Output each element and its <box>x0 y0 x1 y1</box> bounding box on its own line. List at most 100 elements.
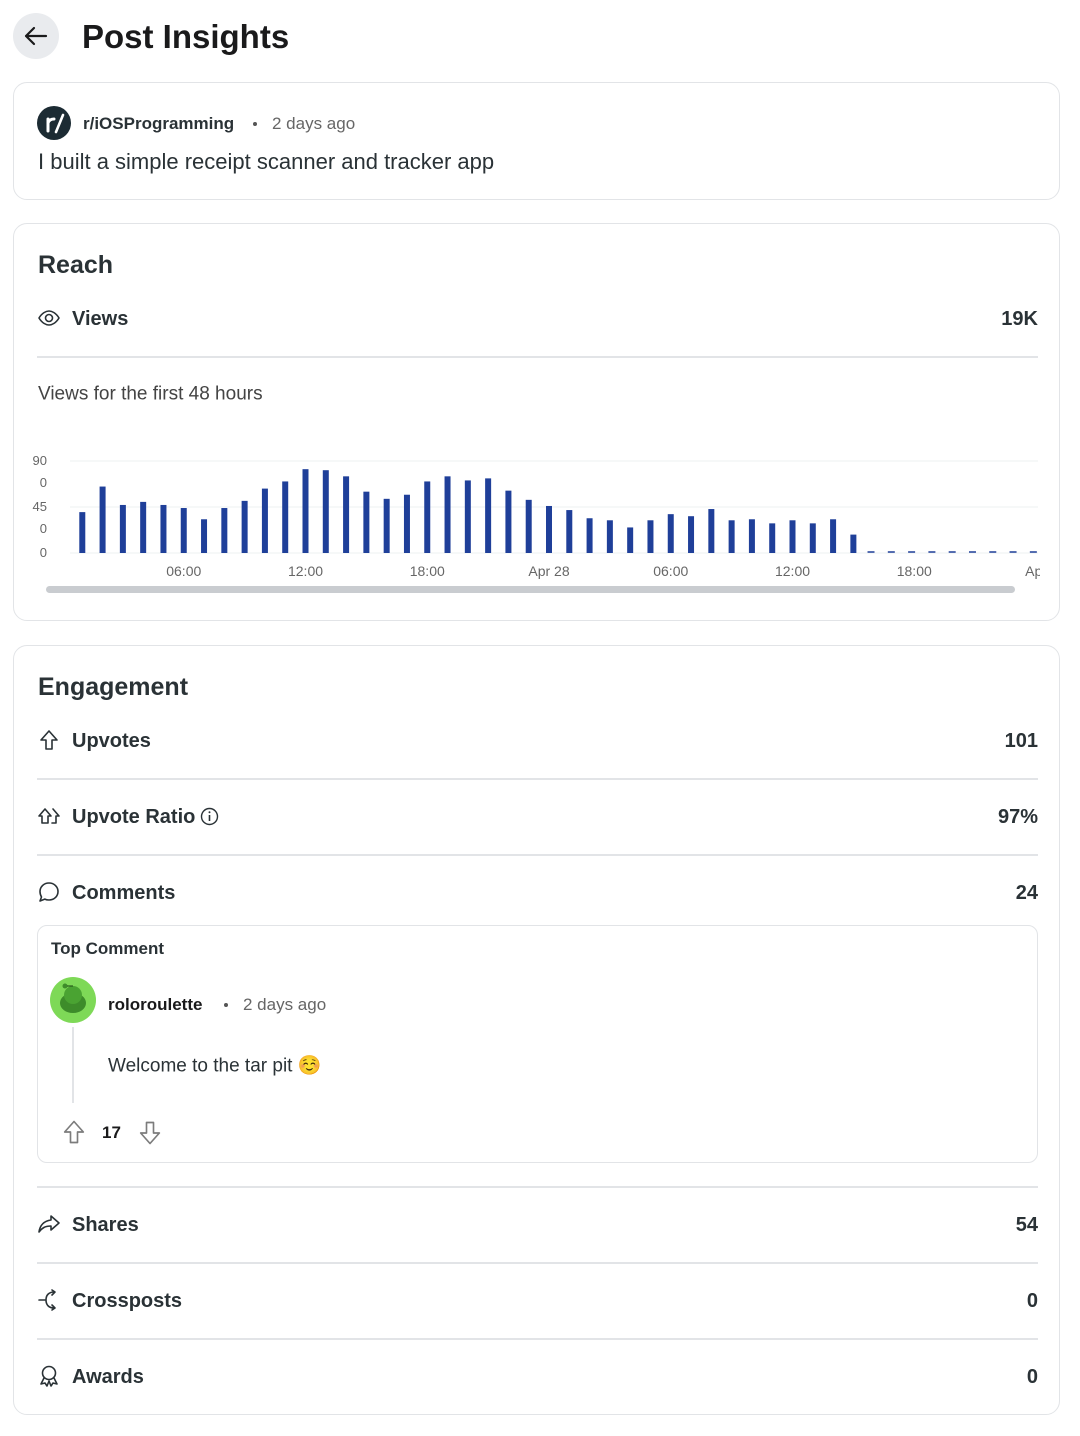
x-tick-label: 06:00 <box>653 563 689 579</box>
bar <box>850 534 857 553</box>
post-card[interactable] <box>13 82 1060 200</box>
x-tick-label: Apr 28 <box>528 563 570 579</box>
x-tick-label: 18:00 <box>896 563 932 579</box>
bar <box>221 508 228 553</box>
bar <box>180 508 187 553</box>
bar <box>261 488 268 553</box>
comment-upvote[interactable] <box>60 1118 88 1146</box>
bar <box>769 523 776 553</box>
views-icon <box>38 310 60 326</box>
comment-author[interactable]: roloroulette <box>108 994 203 1014</box>
bar <box>343 476 350 553</box>
bar <box>444 476 451 553</box>
metric-label: Upvotes <box>72 730 151 752</box>
top-comment-heading: Top Comment <box>51 938 165 958</box>
metric-label: Views <box>72 308 129 330</box>
bar <box>241 500 248 553</box>
bar <box>79 512 86 553</box>
divider <box>37 1262 1038 1264</box>
post-title[interactable]: I built a simple receipt scanner and tra… <box>38 148 495 174</box>
bar <box>424 481 431 553</box>
scrollbar[interactable] <box>46 586 1015 593</box>
chart-canvas <box>70 460 1038 554</box>
divider <box>37 1186 1038 1188</box>
bar <box>546 505 552 553</box>
bar <box>566 510 573 553</box>
comments-icon <box>39 882 59 902</box>
bar <box>140 501 147 553</box>
bar <box>505 490 512 553</box>
x-tick-label: Apr <box>1025 563 1040 579</box>
metric-label: Shares <box>72 1214 139 1236</box>
bar <box>282 481 289 553</box>
bar <box>363 491 370 553</box>
community-avatar <box>37 106 71 140</box>
community-name[interactable]: r/iOSProgramming <box>83 113 235 133</box>
separator-dot <box>253 122 257 126</box>
bar <box>485 478 492 553</box>
shares-icon <box>38 1215 60 1233</box>
divider <box>37 1338 1038 1340</box>
x-tick-label: 06:00 <box>166 563 202 579</box>
divider <box>37 778 1038 780</box>
x-tick-label: 12:00 <box>287 563 324 579</box>
views-chart: 900 450 0 06:00 12:00 18:00 Apr 28 06:00 12:00 18… <box>30 440 1040 600</box>
bar <box>748 519 755 553</box>
section-heading: Reach <box>38 251 114 279</box>
metric-value: 24 <box>1015 882 1038 904</box>
comment-body: Welcome to the tar pit ☺️ <box>108 1055 322 1077</box>
upvote-icon <box>40 730 58 750</box>
metric-value: 101 <box>1004 730 1038 752</box>
bar <box>322 470 329 553</box>
post-time: 2 days ago <box>272 113 356 133</box>
top-comment-box[interactable] <box>37 925 1038 1163</box>
y-tick-label: 450 <box>32 499 47 536</box>
bar <box>606 520 613 553</box>
metric-label: Upvote Ratio <box>72 806 196 828</box>
thread-line <box>72 1027 74 1103</box>
y-tick-label: 0 <box>39 545 47 560</box>
separator-dot <box>224 1003 228 1007</box>
chart-title: Views for the first 48 hours <box>38 383 263 405</box>
bar <box>383 498 390 553</box>
bar <box>627 527 634 553</box>
comment-time: 2 days ago <box>243 994 327 1014</box>
bar <box>464 480 471 553</box>
awards-icon <box>40 1365 58 1387</box>
metric-label: Comments <box>72 882 176 904</box>
metric-value: 54 <box>1015 1214 1038 1236</box>
info-icon[interactable] <box>200 807 219 826</box>
metric-label: Crossposts <box>72 1290 183 1312</box>
page-title: Post Insights <box>82 18 290 56</box>
metric-value: 0 <box>1026 1290 1038 1312</box>
metric-value: 97% <box>997 806 1038 828</box>
bar <box>647 520 654 553</box>
back-icon <box>24 26 48 46</box>
crossposts-icon <box>38 1289 56 1311</box>
engagement-card <box>13 645 1060 1415</box>
bar <box>586 518 593 553</box>
bar <box>403 494 410 553</box>
comment-downvote[interactable] <box>136 1119 164 1147</box>
y-tick-label: 900 <box>32 453 47 490</box>
bar <box>201 519 208 553</box>
section-heading: Engagement <box>38 673 189 701</box>
metric-value: 0 <box>1026 1366 1038 1388</box>
back-button[interactable] <box>13 13 59 59</box>
bar <box>99 486 106 553</box>
bar <box>119 504 126 553</box>
comment-score: 17 <box>102 1122 121 1142</box>
bar <box>809 523 816 553</box>
ratio-icon <box>38 808 60 824</box>
divider <box>37 356 1038 358</box>
x-tick-label: 18:00 <box>409 563 445 579</box>
reach-card <box>13 223 1060 621</box>
metric-value: 19K <box>1001 308 1038 330</box>
bar <box>728 520 735 553</box>
bar <box>688 516 695 553</box>
divider <box>37 854 1038 856</box>
bar <box>160 504 167 553</box>
x-tick-label: 12:00 <box>774 563 811 579</box>
bar <box>667 514 674 553</box>
